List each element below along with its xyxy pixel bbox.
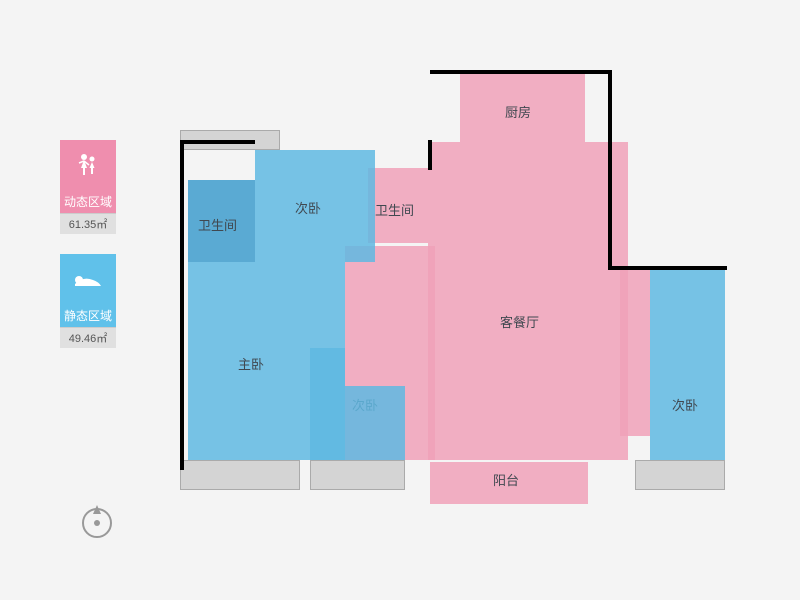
room-label-second1: 次卧 xyxy=(295,198,321,217)
room-second3 xyxy=(650,266,725,460)
room-second2e xyxy=(345,386,405,460)
room-label-living: 客餐厅 xyxy=(500,312,539,331)
room-living xyxy=(428,142,628,460)
wall xyxy=(180,140,184,470)
room-label-bath2: 卫生间 xyxy=(375,200,414,219)
floorplan: 厨房卫生间客餐厅阳台主卧次卧卫生间次卧次卧 xyxy=(180,70,740,510)
legend-static-title: 静态区域 xyxy=(60,304,116,327)
room-label-master: 主卧 xyxy=(238,354,264,373)
frame-box xyxy=(180,460,300,490)
legend-static: 静态区域 49.46㎡ xyxy=(60,254,116,348)
room-label-kitchen: 厨房 xyxy=(505,102,531,121)
legend-dynamic: 动态区域 61.35㎡ xyxy=(60,140,116,234)
room-second2 xyxy=(310,348,345,460)
room-living-r xyxy=(620,266,650,436)
frame-box xyxy=(310,460,405,490)
room-label-balcony: 阳台 xyxy=(493,470,519,489)
compass-icon xyxy=(80,500,114,540)
room-label-bath1: 卫生间 xyxy=(198,215,237,234)
people-icon xyxy=(60,140,116,190)
frame-box xyxy=(635,460,725,490)
wall xyxy=(612,266,727,270)
legend: 动态区域 61.35㎡ 静态区域 49.46㎡ xyxy=(60,140,116,368)
legend-dynamic-title: 动态区域 xyxy=(60,190,116,213)
wall xyxy=(430,70,610,74)
sleep-icon xyxy=(60,254,116,304)
wall xyxy=(180,140,255,144)
wall xyxy=(608,70,612,270)
wall xyxy=(428,140,432,170)
room-label-second3: 次卧 xyxy=(672,395,698,414)
legend-dynamic-value: 61.35㎡ xyxy=(60,213,116,234)
legend-static-value: 49.46㎡ xyxy=(60,327,116,348)
